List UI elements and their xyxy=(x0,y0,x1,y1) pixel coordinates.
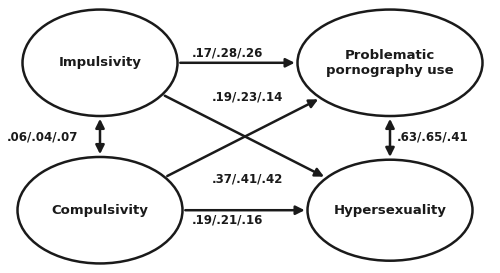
Text: .63/.65/.41: .63/.65/.41 xyxy=(396,130,468,143)
Text: Impulsivity: Impulsivity xyxy=(58,56,142,69)
Text: .37/.41/.42: .37/.41/.42 xyxy=(212,172,283,185)
Ellipse shape xyxy=(298,10,482,116)
Ellipse shape xyxy=(308,160,472,261)
Text: Hypersexuality: Hypersexuality xyxy=(334,204,446,217)
Text: .19/.23/.14: .19/.23/.14 xyxy=(212,90,283,103)
Ellipse shape xyxy=(18,157,182,263)
Ellipse shape xyxy=(22,10,178,116)
Text: .19/.21/.16: .19/.21/.16 xyxy=(192,213,263,226)
Text: Compulsivity: Compulsivity xyxy=(52,204,148,217)
Text: .06/.04/.07: .06/.04/.07 xyxy=(7,130,78,143)
Text: Problematic
pornography use: Problematic pornography use xyxy=(326,49,454,77)
Text: .17/.28/.26: .17/.28/.26 xyxy=(192,47,263,60)
